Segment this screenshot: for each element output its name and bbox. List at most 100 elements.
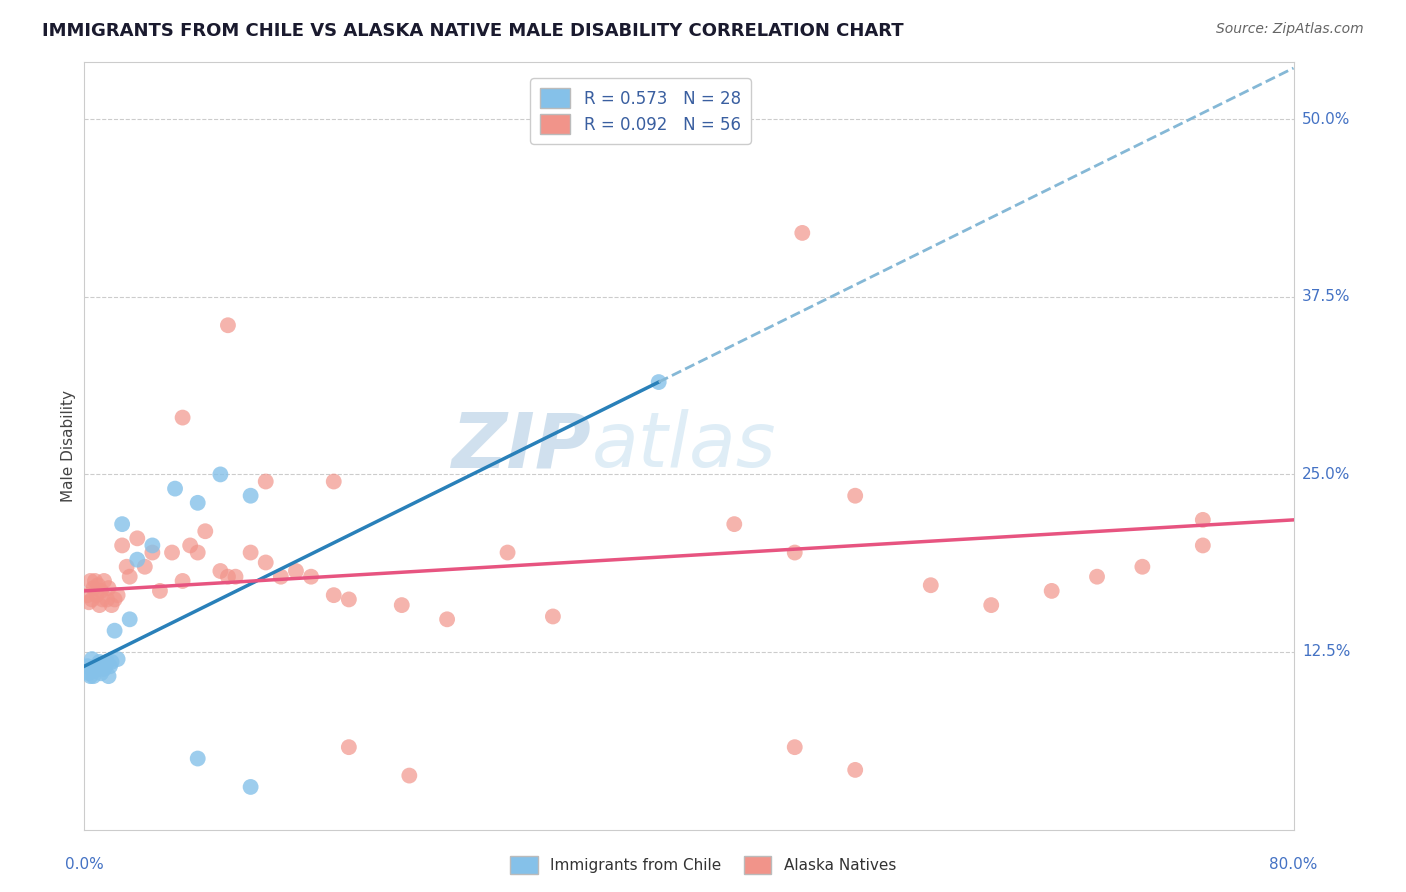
Point [337, 740, 360, 755]
Point [115, 559, 138, 574]
Point [82, 669, 104, 683]
Point [187, 751, 209, 765]
Point [97, 581, 120, 595]
Point [1130, 559, 1153, 574]
Point [100, 598, 122, 612]
Point [141, 545, 163, 559]
Point [93, 662, 115, 676]
Point [783, 740, 806, 755]
Point [94, 659, 117, 673]
Point [209, 467, 232, 482]
Point [160, 545, 183, 559]
Point [87, 578, 110, 592]
Point [111, 538, 134, 552]
Point [89, 655, 111, 669]
Point [90, 666, 112, 681]
Text: 50.0%: 50.0% [1302, 112, 1350, 127]
Point [104, 624, 127, 638]
Point [299, 570, 322, 584]
Text: ZIP: ZIP [453, 409, 592, 483]
Legend: R = 0.573   N = 28, R = 0.092   N = 56: R = 0.573 N = 28, R = 0.092 N = 56 [530, 78, 751, 144]
Point [89, 598, 111, 612]
Point [1192, 538, 1215, 552]
Point [436, 612, 458, 626]
Point [239, 780, 262, 794]
Point [165, 482, 187, 496]
Point [285, 564, 308, 578]
Text: Source: ZipAtlas.com: Source: ZipAtlas.com [1216, 22, 1364, 37]
Y-axis label: Male Disability: Male Disability [60, 390, 76, 502]
Point [254, 556, 277, 570]
Point [172, 410, 194, 425]
Point [322, 588, 344, 602]
Point [209, 564, 232, 578]
Point [80, 652, 103, 666]
Point [1085, 570, 1108, 584]
Point [76, 588, 98, 602]
Point [86, 659, 108, 673]
Point [107, 652, 129, 666]
Point [149, 583, 172, 598]
Point [79, 574, 101, 588]
Point [77, 595, 100, 609]
Point [239, 489, 262, 503]
Point [77, 666, 100, 681]
Point [91, 592, 114, 607]
Point [496, 545, 519, 559]
Point [82, 581, 104, 595]
Text: 80.0%: 80.0% [1270, 857, 1317, 872]
Point [1040, 583, 1063, 598]
Point [792, 226, 814, 240]
Point [179, 538, 201, 552]
Point [239, 545, 262, 559]
Text: 12.5%: 12.5% [1302, 645, 1350, 659]
Point [337, 592, 360, 607]
Point [96, 592, 118, 607]
Point [80, 592, 103, 607]
Point [141, 538, 163, 552]
Point [90, 583, 112, 598]
Point [541, 609, 564, 624]
Point [98, 659, 121, 673]
Point [76, 659, 98, 673]
Text: IMMIGRANTS FROM CHILE VS ALASKA NATIVE MALE DISABILITY CORRELATION CHART: IMMIGRANTS FROM CHILE VS ALASKA NATIVE M… [42, 22, 904, 40]
Point [127, 532, 149, 546]
Point [100, 655, 122, 669]
Point [84, 664, 107, 678]
Point [723, 517, 745, 532]
Point [217, 318, 239, 333]
Point [134, 559, 156, 574]
Point [87, 662, 110, 676]
Point [391, 598, 413, 612]
Point [844, 489, 866, 503]
Point [270, 570, 292, 584]
Legend: Immigrants from Chile, Alaska Natives: Immigrants from Chile, Alaska Natives [503, 850, 903, 880]
Point [648, 375, 671, 389]
Point [322, 475, 344, 489]
Point [104, 592, 127, 607]
Point [118, 570, 141, 584]
Point [187, 496, 209, 510]
Point [398, 768, 420, 782]
Point [93, 574, 115, 588]
Point [118, 612, 141, 626]
Text: atlas: atlas [592, 409, 776, 483]
Point [844, 763, 866, 777]
Point [97, 669, 120, 683]
Point [1192, 513, 1215, 527]
Point [172, 574, 194, 588]
Point [107, 588, 129, 602]
Point [84, 574, 107, 588]
Point [254, 475, 277, 489]
Point [225, 570, 247, 584]
Point [86, 588, 108, 602]
Point [217, 570, 239, 584]
Point [920, 578, 942, 592]
Text: 37.5%: 37.5% [1302, 289, 1350, 304]
Text: 0.0%: 0.0% [65, 857, 104, 872]
Point [111, 517, 134, 532]
Point [96, 655, 118, 669]
Point [187, 545, 209, 559]
Point [194, 524, 217, 539]
Text: 25.0%: 25.0% [1302, 467, 1350, 482]
